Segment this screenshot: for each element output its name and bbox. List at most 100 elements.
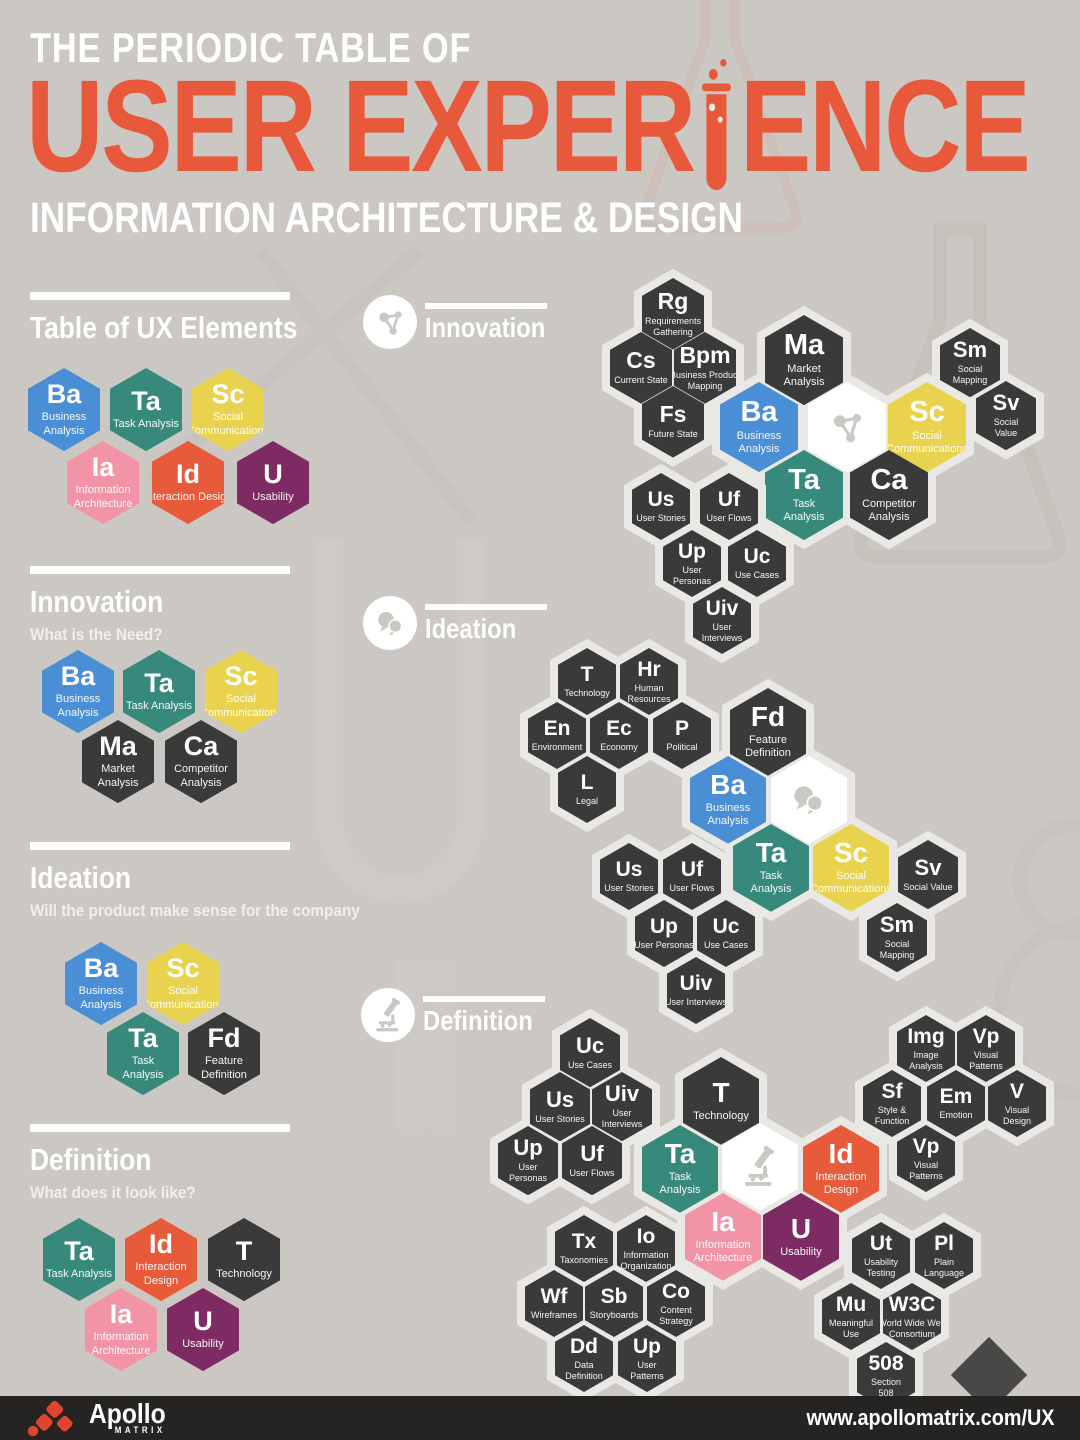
hex-us: Us User Stories [632, 473, 690, 540]
element-name: Requirements Gathering [644, 315, 702, 337]
element-symbol: U [193, 1305, 213, 1336]
element-symbol: V [1009, 1079, 1024, 1103]
hex-ta: Ta Task Analysis [642, 1125, 718, 1213]
footer-url: www.apollomatrix.com/UX [806, 1405, 1054, 1430]
element-name: Business Analysis [41, 411, 87, 437]
element-symbol: Rg [657, 287, 689, 314]
hex-ia: Ia Information Architecture [685, 1193, 761, 1281]
element-name: Social Communications [886, 429, 968, 456]
hex-t: T Technology [558, 648, 616, 715]
element-symbol: P [674, 717, 689, 741]
hex-id: Id Interaction Design [152, 441, 224, 525]
element-symbol: Up [633, 1334, 661, 1358]
element-name: Social Value [903, 881, 953, 892]
microscope-icon [361, 988, 415, 1042]
element-symbol: Uc [743, 545, 771, 569]
section-title: Definition [30, 1142, 152, 1177]
element-name: Task Analysis [45, 1267, 113, 1280]
element-name: Human Resources [627, 682, 671, 704]
element-name: Current State [614, 375, 668, 386]
element-name: Style & Function [874, 1104, 910, 1126]
hex-microscope-icon [722, 1123, 798, 1211]
section-subtitle: What is the Need? [30, 625, 163, 644]
element-symbol: Sc [224, 661, 258, 692]
hex-sc: Sc Social Communications [147, 942, 219, 1026]
element-name: User Personas [508, 1162, 548, 1184]
element-symbol: Ta [131, 385, 161, 416]
element-symbol: Ba [710, 768, 746, 800]
section-table-of-ux-elements: Table of UX Elements [30, 292, 345, 346]
element-symbol: Up [678, 539, 706, 563]
hex-hr: Hr Human Resources [620, 648, 678, 715]
element-symbol: Ia [109, 1299, 133, 1330]
hex-en: En Environment [528, 702, 586, 769]
element-name: User Interviews [665, 997, 728, 1008]
hex-uf: Uf User Flows [700, 473, 758, 540]
element-name: Meaningful Use [828, 1317, 874, 1339]
element-symbol: Ta [144, 667, 174, 698]
element-name: User Personas [672, 564, 712, 586]
element-name: Task Analysis [783, 497, 825, 524]
hex-l: L Legal [558, 756, 616, 823]
test-tube-icon [698, 52, 736, 204]
phase-divider [425, 604, 547, 610]
element-symbol: 508 [868, 1351, 904, 1375]
phase-divider [423, 996, 545, 1002]
element-symbol: Dd [570, 1334, 598, 1358]
hex-ma: Ma Market Analysis [765, 315, 843, 406]
section-divider [30, 1124, 290, 1132]
section-divider [30, 566, 290, 574]
apollo-mark-icon [27, 1400, 73, 1437]
element-symbol: Up [513, 1135, 543, 1161]
hex-us: Us User Stories [600, 843, 658, 910]
element-name: Political [666, 742, 698, 753]
element-name: User Flows [669, 883, 715, 894]
hex-ia: Ia Information Architecture [85, 1288, 157, 1372]
element-symbol: Uiv [705, 596, 739, 620]
element-name: Information Architecture [693, 1238, 753, 1265]
section-title: Innovation [30, 584, 164, 619]
element-symbol: Ca [870, 463, 908, 496]
element-name: Section 508 [870, 1376, 902, 1398]
section-definition: Definition What does it look like? [30, 1124, 290, 1203]
hex-uiv: Uiv User Interviews [667, 957, 725, 1024]
element-symbol: T [235, 1235, 253, 1266]
poster-title: USER EXPER ENCE [26, 52, 1031, 191]
element-name: Task Analysis [112, 417, 180, 430]
element-name: User Interviews [601, 1108, 643, 1130]
element-symbol: Sc [833, 836, 869, 868]
element-name: Feature Definition [201, 1055, 247, 1081]
element-name: Environment [531, 742, 583, 753]
element-symbol: Id [828, 1137, 854, 1169]
element-name: Taxonomies [559, 1255, 609, 1266]
hex-u: U Usability [167, 1288, 239, 1372]
hex-ta: Ta Task Analysis [123, 650, 195, 734]
hex-ba: Ba Business Analysis [42, 650, 114, 734]
element-symbol: Uf [680, 858, 704, 882]
element-name: World Wide Web Consortium [878, 1317, 946, 1339]
hex-uc: Uc Use Cases [728, 530, 786, 597]
section-title: Ideation [30, 860, 132, 895]
element-name: Information Architecture [91, 1331, 151, 1357]
section-innovation: Innovation What is the Need? [30, 566, 290, 645]
element-name: Use Cases [703, 940, 748, 951]
element-name: Business Analysis [705, 801, 751, 828]
hex-ta: Ta Task Analysis [110, 368, 182, 452]
element-symbol: Img [907, 1024, 945, 1048]
element-symbol: Sc [211, 379, 245, 410]
element-symbol: U [263, 458, 283, 489]
element-name: Task Analysis [125, 699, 193, 712]
element-name: Business Product Mapping [669, 369, 741, 391]
element-name: Technology [216, 1267, 272, 1280]
section-divider [30, 292, 290, 300]
element-symbol: L [580, 771, 594, 795]
element-name: Social Communications [187, 411, 269, 437]
element-symbol: Ba [46, 379, 82, 410]
element-name: Information Organization [620, 1249, 672, 1271]
element-name: Interaction Design [135, 1261, 187, 1287]
element-name: Market Analysis [783, 362, 825, 389]
element-name: Task Analysis [659, 1170, 701, 1197]
hex-uiv: Uiv User Interviews [693, 587, 751, 654]
element-name: User Stories [604, 883, 654, 894]
